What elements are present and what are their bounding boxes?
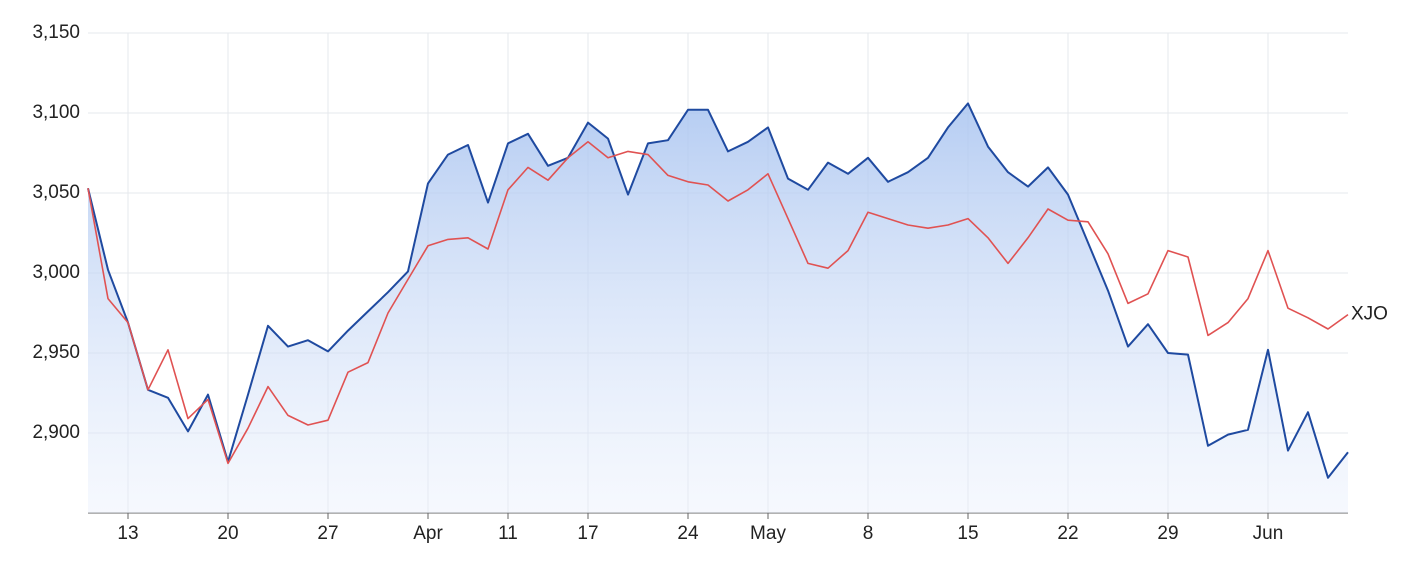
x-tick-label: Jun [1253,523,1284,544]
y-tick-label: 2,950 [32,342,80,363]
line [87,102,1349,479]
x-tick-label: 29 [1157,523,1178,544]
x-tick-label: Apr [413,523,443,544]
series-label: XJO [1351,304,1388,325]
y-tick-label: 3,150 [32,22,80,43]
line [87,141,1349,465]
x-tick-label: 24 [677,523,699,544]
y-tick-label: 3,000 [32,262,80,283]
x-tick-label: 27 [317,523,338,544]
x-tick-label: 17 [577,523,598,544]
x-tick-label: 11 [498,523,518,544]
x-tick-label: 20 [217,523,238,544]
x-tick-label: 8 [863,523,874,544]
x-tick-label: 13 [117,523,138,544]
y-tick-label: 3,050 [32,182,80,203]
x-tick-label: 15 [957,523,978,544]
x-tick-label: May [750,523,786,544]
x-tick-label: 22 [1057,523,1078,544]
y-tick-label: 2,900 [32,422,80,443]
y-tick-label: 3,100 [32,102,80,123]
area [88,103,1348,514]
